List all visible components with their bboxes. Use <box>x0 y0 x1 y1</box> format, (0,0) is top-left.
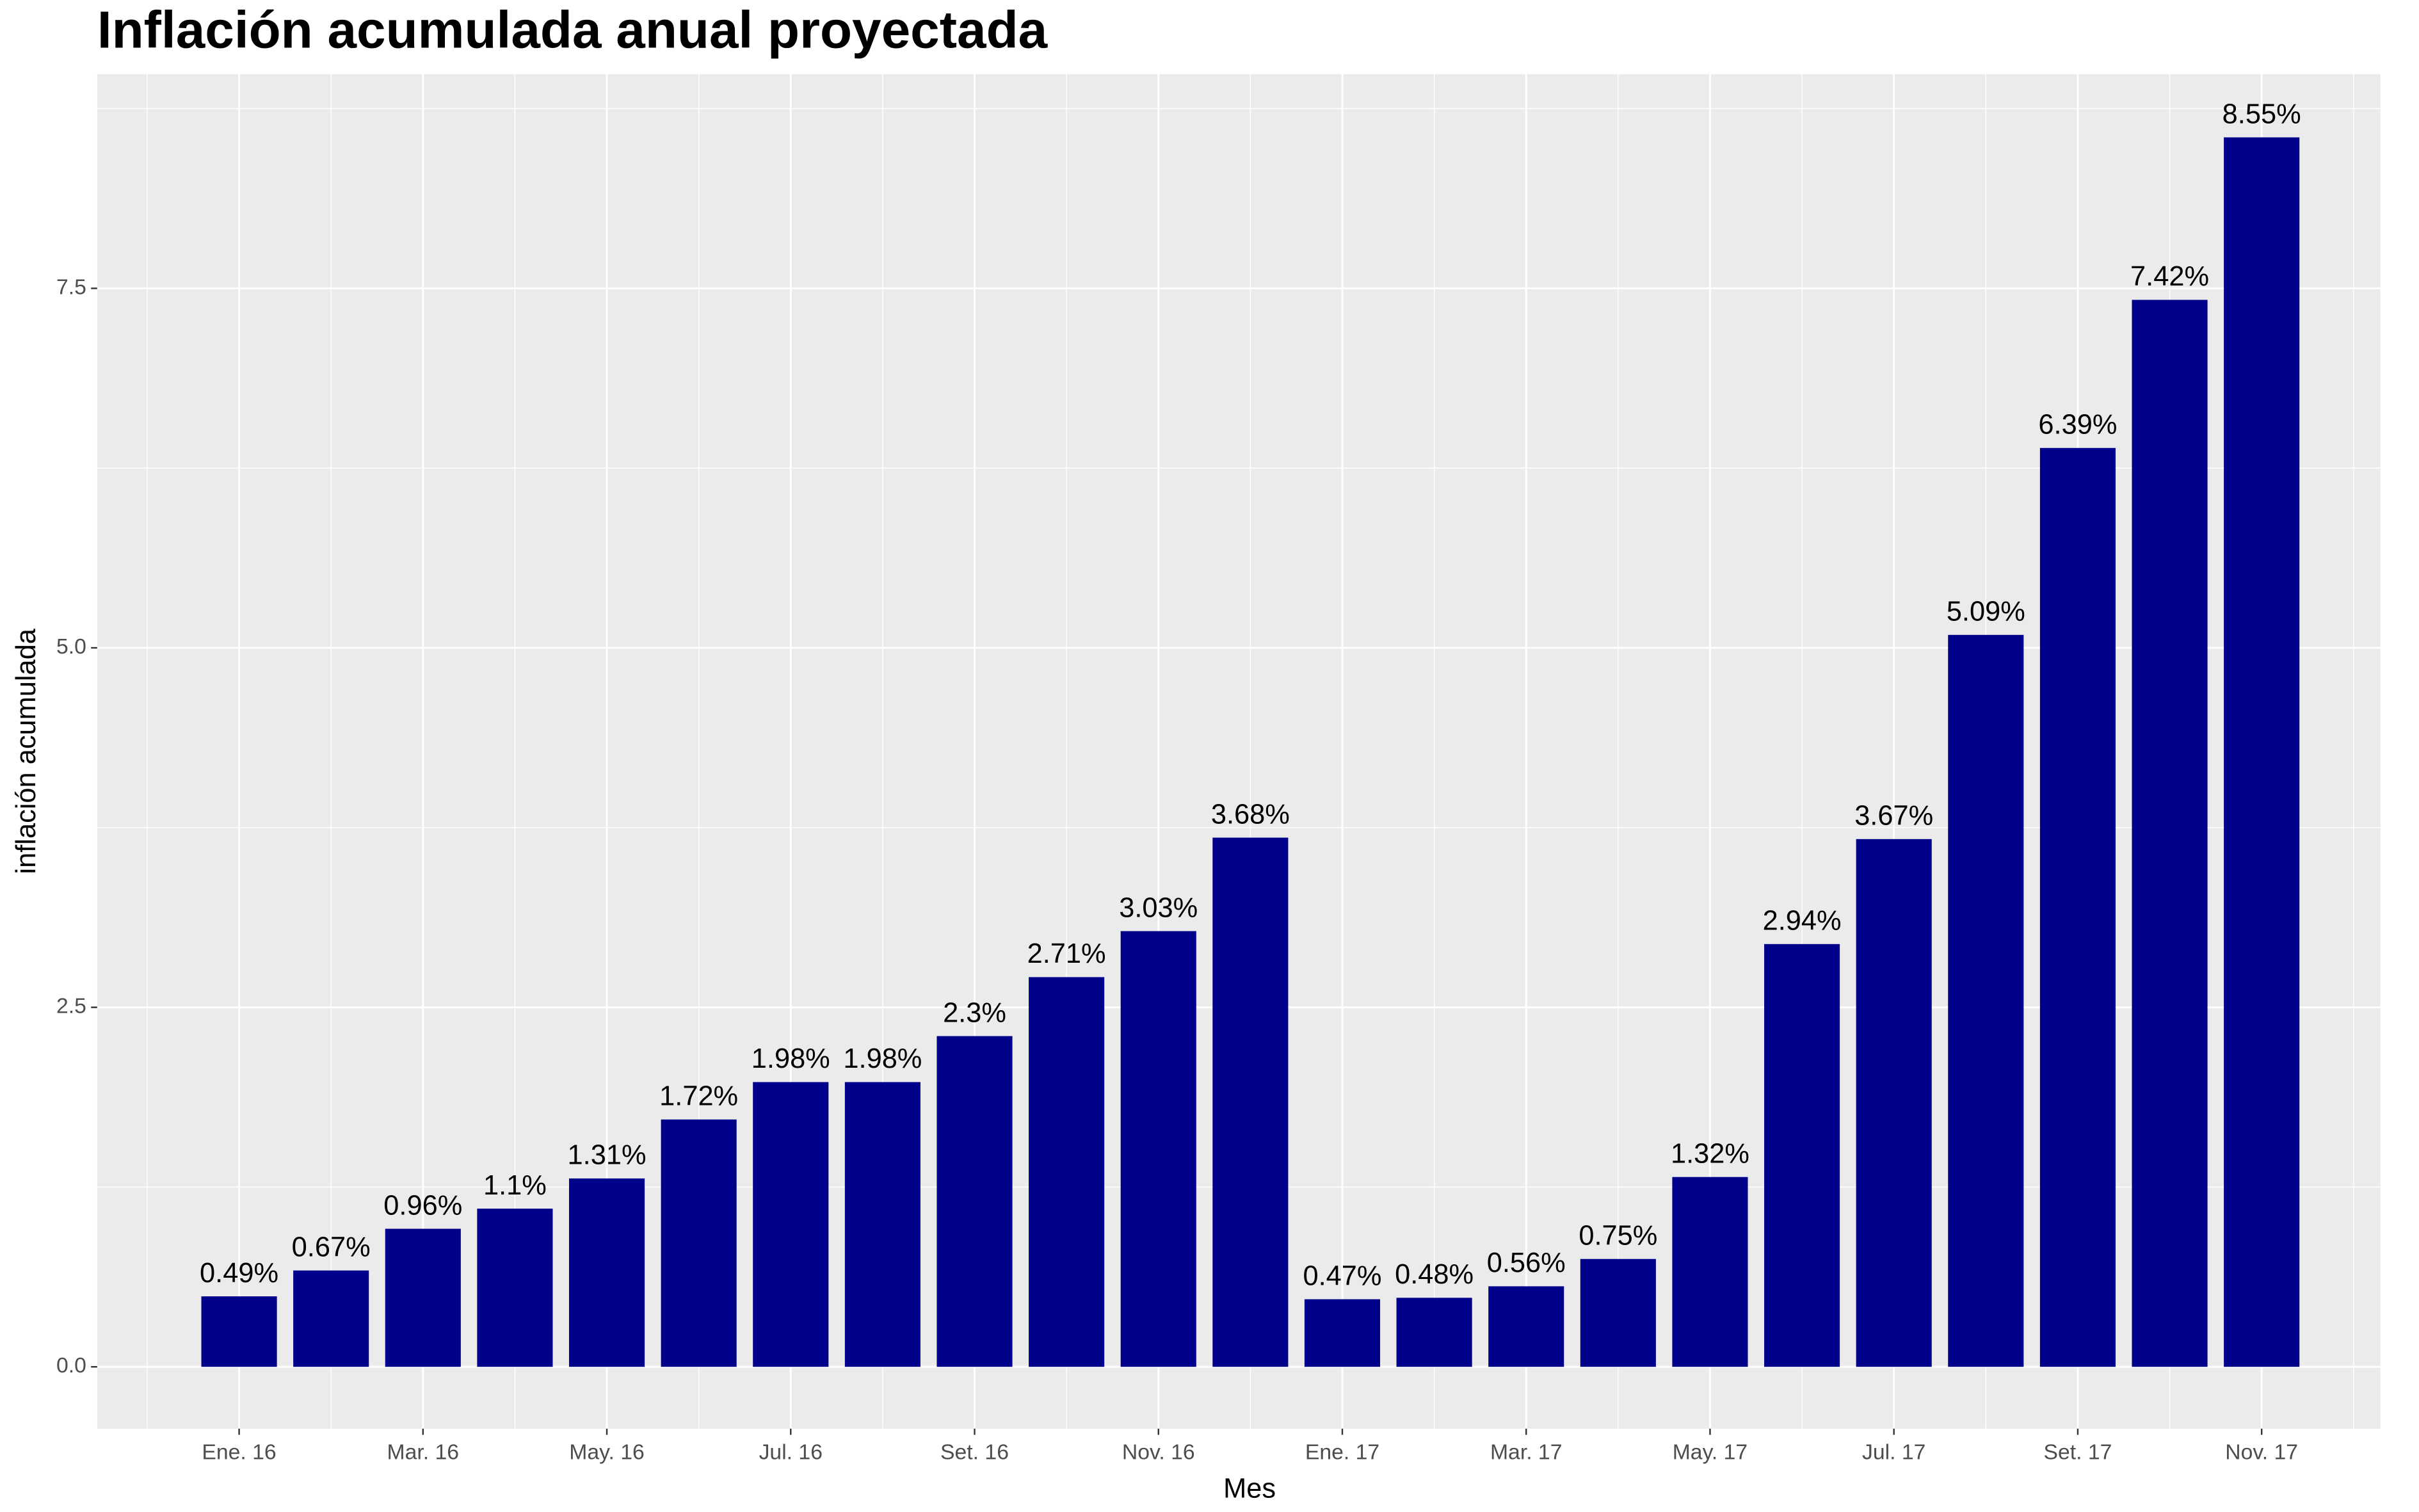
y-tick-label: 7.5 <box>56 275 86 299</box>
x-tick-label: Ene. 17 <box>1305 1440 1379 1464</box>
bar <box>2224 137 2300 1367</box>
bar <box>1764 944 1840 1367</box>
bar <box>2039 447 2116 1367</box>
data-label: 5.09% <box>1947 597 2025 627</box>
data-label: 1.98% <box>751 1043 830 1074</box>
bar <box>2132 300 2208 1367</box>
bar <box>1120 931 1196 1367</box>
bar <box>385 1228 461 1367</box>
data-label: 0.48% <box>1395 1259 1474 1290</box>
bar <box>1396 1298 1472 1367</box>
bar <box>661 1119 737 1367</box>
bar <box>1672 1177 1748 1367</box>
bar <box>936 1036 1013 1367</box>
bar <box>1304 1299 1381 1367</box>
x-tick-label: May. 17 <box>1673 1440 1748 1464</box>
bar <box>1212 837 1289 1367</box>
data-label: 7.42% <box>2130 261 2209 292</box>
x-tick-label: Set. 17 <box>2043 1440 2112 1464</box>
y-axis-title: inflación acumulada <box>11 628 42 874</box>
data-label: 2.71% <box>1027 938 1106 969</box>
bar <box>1488 1286 1564 1367</box>
data-label: 3.68% <box>1211 799 1290 830</box>
data-label: 0.56% <box>1487 1248 1566 1278</box>
data-label: 1.72% <box>659 1081 738 1112</box>
x-tick-label: Nov. 16 <box>1122 1440 1195 1464</box>
x-tick-label: Mar. 17 <box>1490 1440 1563 1464</box>
chart-title: Inflación acumulada anual proyectada <box>97 1 1049 60</box>
data-label: 0.96% <box>383 1190 462 1221</box>
x-tick-label: Mar. 16 <box>387 1440 460 1464</box>
data-label: 8.55% <box>2222 99 2301 129</box>
data-label: 2.94% <box>1763 905 1842 936</box>
bar <box>477 1209 553 1367</box>
data-label: 1.32% <box>1671 1138 1749 1169</box>
x-tick-label: Nov. 17 <box>2225 1440 2298 1464</box>
bar <box>568 1178 645 1367</box>
data-label: 0.49% <box>200 1258 278 1289</box>
data-label: 3.03% <box>1119 892 1198 923</box>
x-tick-label: Ene. 16 <box>202 1440 276 1464</box>
x-tick-label: May. 16 <box>569 1440 645 1464</box>
y-tick-label: 0.0 <box>56 1353 86 1378</box>
data-label: 1.98% <box>843 1043 922 1074</box>
x-tick-label: Jul. 17 <box>1862 1440 1925 1464</box>
bar <box>753 1082 829 1367</box>
data-label: 6.39% <box>2038 410 2117 440</box>
y-tick-label: 5.0 <box>56 634 86 659</box>
data-label: 1.1% <box>483 1170 547 1201</box>
bar <box>844 1082 920 1367</box>
data-label: 2.3% <box>943 997 1006 1028</box>
x-axis-title: Mes <box>1223 1474 1276 1504</box>
y-tick-label: 2.5 <box>56 994 86 1018</box>
data-label: 1.31% <box>568 1140 647 1171</box>
x-tick-label: Jul. 16 <box>759 1440 823 1464</box>
bar <box>1029 977 1105 1367</box>
data-label: 0.67% <box>292 1232 371 1262</box>
data-label: 3.67% <box>1854 801 1933 832</box>
bar <box>1856 839 1932 1367</box>
bar <box>293 1270 369 1367</box>
bar <box>1580 1259 1656 1367</box>
bar <box>1948 634 2024 1367</box>
data-label: 0.47% <box>1303 1260 1381 1291</box>
data-label: 0.75% <box>1579 1220 1657 1251</box>
x-tick-label: Set. 16 <box>940 1440 1009 1464</box>
bar <box>201 1296 277 1367</box>
